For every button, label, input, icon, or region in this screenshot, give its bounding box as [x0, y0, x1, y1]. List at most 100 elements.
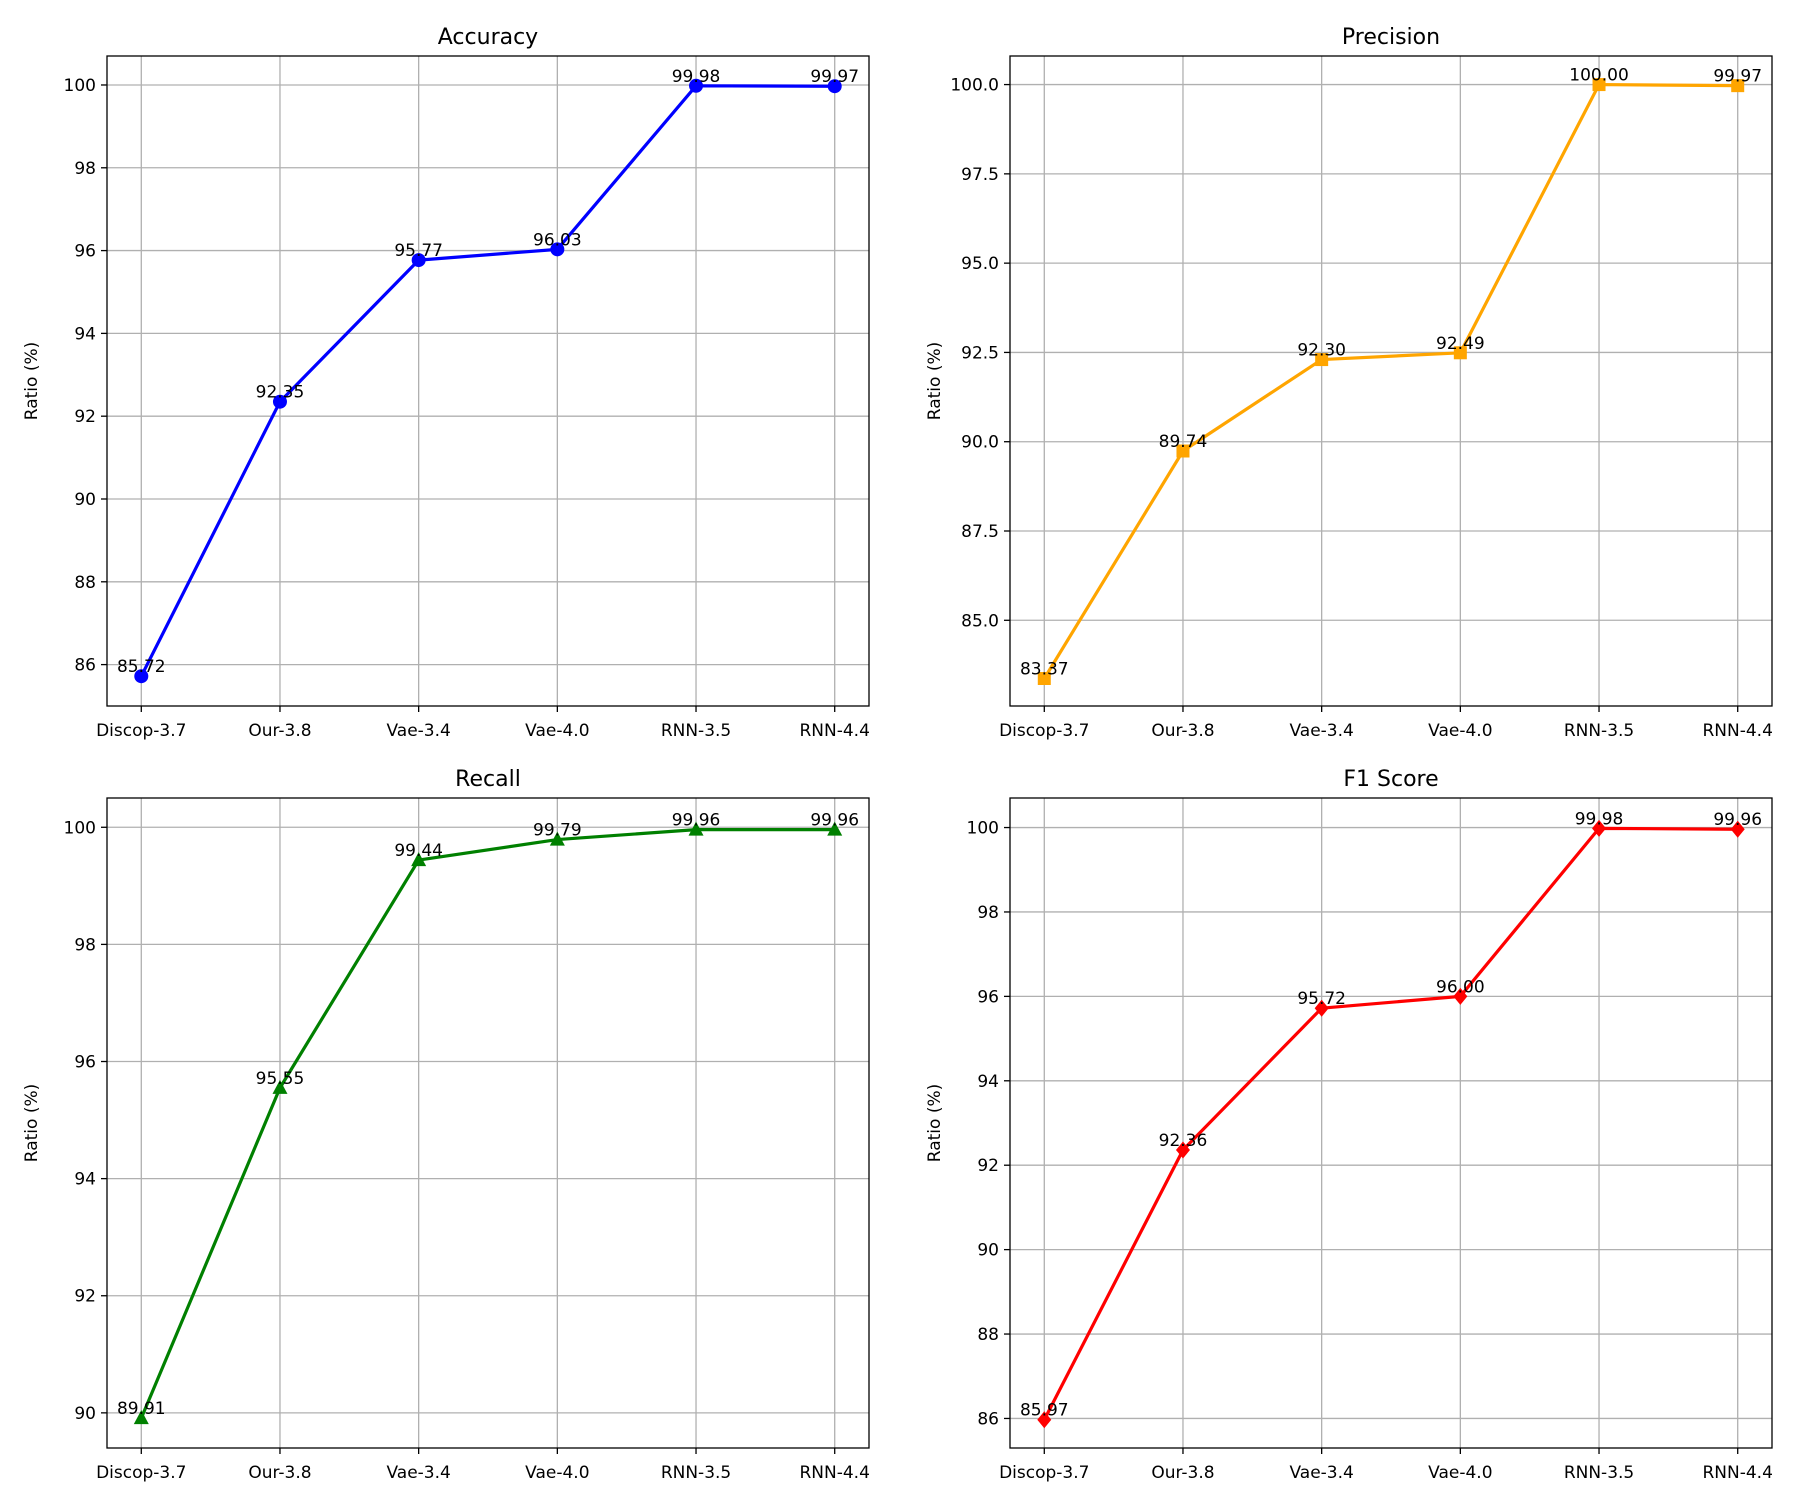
chart-title: Recall — [455, 767, 521, 792]
y-tick-label: 85.0 — [961, 611, 999, 631]
x-tick-label-our-3-8: Our-3.8 — [1151, 721, 1214, 741]
y-tick-label: 92 — [74, 407, 96, 427]
data-point-rnn-4-4 — [1730, 820, 1745, 838]
data-point-vae-3-4 — [411, 852, 427, 867]
data-point-vae-4-0 — [1453, 987, 1468, 1005]
y-tick-label: 98 — [74, 935, 96, 955]
data-point-vae-3-4 — [1314, 999, 1329, 1017]
data-point-rnn-3-5 — [688, 821, 704, 836]
x-tick-label-rnn-3-5: RNN-3.5 — [661, 1463, 731, 1483]
data-label-rnn-3-5: 99.98 — [1575, 809, 1624, 829]
data-point-discop-3-7 — [1037, 672, 1051, 685]
y-axis-label: Ratio (%) — [22, 1084, 42, 1162]
x-tick-label-rnn-4-4: RNN-4.4 — [1702, 721, 1772, 741]
data-point-rnn-3-5 — [689, 78, 704, 93]
data-point-discop-3-7 — [133, 1410, 149, 1425]
data-label-vae-4-0: 96.00 — [1436, 977, 1485, 997]
data-label-our-3-8: 92.36 — [1159, 1131, 1208, 1151]
x-tick-label-rnn-4-4: RNN-4.4 — [1702, 1463, 1772, 1483]
x-tick-label-rnn-3-5: RNN-3.5 — [1564, 1463, 1634, 1483]
y-axis-label: Ratio (%) — [22, 342, 42, 420]
y-tick-label: 96 — [74, 1053, 96, 1073]
y-tick-label: 96 — [74, 242, 96, 262]
y-axis-label: Ratio (%) — [925, 1084, 945, 1162]
y-tick-label: 94 — [977, 1072, 999, 1092]
x-tick-label-vae-4-0: Vae-4.0 — [525, 1463, 589, 1483]
data-label-rnn-4-4: 99.96 — [810, 811, 859, 831]
data-label-vae-3-4: 95.77 — [394, 241, 443, 261]
y-tick-label: 90.0 — [961, 433, 999, 453]
y-tick-label: 100 — [967, 819, 999, 839]
x-tick-label-discop-3-7: Discop-3.7 — [999, 721, 1089, 741]
axes-frame — [106, 797, 870, 1449]
data-point-rnn-3-5 — [1592, 78, 1606, 92]
data-point-vae-4-0 — [550, 242, 565, 257]
x-tick-label-our-3-8: Our-3.8 — [248, 721, 311, 741]
y-tick-label: 86 — [977, 1409, 999, 1429]
x-tick-label-rnn-4-4: RNN-4.4 — [799, 1463, 869, 1483]
data-point-our-3-8 — [1175, 1141, 1190, 1159]
y-tick-label: 88 — [977, 1325, 999, 1345]
data-point-discop-3-7 — [1037, 1411, 1052, 1429]
y-tick-label: 97.5 — [961, 165, 999, 185]
x-tick-label-vae-3-4: Vae-3.4 — [1289, 721, 1353, 741]
data-label-our-3-8: 92.35 — [256, 383, 305, 403]
axes-frame — [106, 55, 870, 707]
x-tick-label-rnn-4-4: RNN-4.4 — [799, 721, 869, 741]
data-label-vae-4-0: 92.49 — [1436, 334, 1485, 354]
chart-title: F1 Score — [1343, 767, 1438, 792]
y-tick-label: 92.5 — [961, 343, 999, 363]
data-label-rnn-3-5: 99.96 — [672, 811, 721, 831]
data-label-our-3-8: 89.74 — [1159, 432, 1208, 452]
y-tick-label: 96 — [977, 987, 999, 1007]
y-tick-label: 88 — [74, 573, 96, 593]
x-tick-label-vae-4-0: Vae-4.0 — [1428, 1463, 1492, 1483]
chart-recall: Recall Ratio (%) Discop-3.7 Our-3.8 Vae-3.4 V… — [22, 767, 870, 1483]
data-point-our-3-8 — [272, 394, 287, 409]
y-axis-label: Ratio (%) — [925, 342, 945, 420]
series-line — [139, 84, 835, 677]
data-label-our-3-8: 95.55 — [256, 1069, 305, 1089]
x-tick-label-vae-3-4: Vae-3.4 — [1289, 1463, 1353, 1483]
data-point-our-3-8 — [272, 1079, 288, 1094]
chart-accuracy: Accuracy Ratio (%) Discop-3.7 Our-3.8 Vae-3.… — [22, 25, 870, 741]
axes-frame — [1009, 55, 1773, 707]
y-tick-label: 90 — [74, 490, 96, 510]
chart-precision: Precision Ratio (%) Discop-3.7 Our-3.8 Vae-3… — [925, 25, 1773, 741]
chart-f1-score: F1 Score Ratio (%) Discop-3.7 Our-3.8 Vae-3.… — [925, 767, 1773, 1483]
y-tick-label: 95.0 — [961, 254, 999, 274]
y-tick-label: 92 — [977, 1156, 999, 1176]
y-tick-label: 100 — [64, 76, 96, 96]
data-label-discop-3-7: 85.72 — [117, 657, 166, 677]
data-label-discop-3-7: 85.97 — [1020, 1401, 1069, 1421]
grid — [1010, 56, 1772, 706]
data-point-our-3-8 — [1176, 444, 1190, 458]
grid — [1010, 798, 1772, 1448]
data-point-rnn-4-4 — [1731, 79, 1745, 93]
y-tick-label: 98 — [74, 159, 96, 179]
data-label-vae-3-4: 99.44 — [394, 841, 443, 861]
y-tick-label: 94 — [74, 324, 96, 344]
data-label-vae-4-0: 99.79 — [533, 821, 582, 841]
data-point-discop-3-7 — [134, 669, 149, 684]
x-tick-label-rnn-3-5: RNN-3.5 — [1564, 721, 1634, 741]
data-label-rnn-3-5: 99.98 — [672, 67, 721, 87]
grid — [107, 798, 869, 1448]
data-point-rnn-4-4 — [827, 79, 842, 94]
chart-title: Accuracy — [438, 25, 538, 50]
data-label-vae-3-4: 92.30 — [1297, 341, 1346, 361]
x-tick-label-discop-3-7: Discop-3.7 — [999, 1463, 1089, 1483]
data-point-rnn-3-5 — [1592, 819, 1607, 837]
y-tick-label: 94 — [74, 1170, 96, 1190]
y-tick-label: 90 — [74, 1404, 96, 1424]
y-tick-label: 90 — [977, 1241, 999, 1261]
x-tick-label-vae-4-0: Vae-4.0 — [1428, 721, 1492, 741]
x-tick-label-vae-4-0: Vae-4.0 — [525, 721, 589, 741]
x-tick-label-our-3-8: Our-3.8 — [248, 1463, 311, 1483]
data-label-rnn-3-5: 100.00 — [1569, 66, 1628, 86]
data-label-rnn-4-4: 99.97 — [810, 67, 859, 87]
grid — [107, 56, 869, 706]
y-tick-label: 87.5 — [961, 522, 999, 542]
data-label-vae-3-4: 95.72 — [1297, 989, 1346, 1009]
